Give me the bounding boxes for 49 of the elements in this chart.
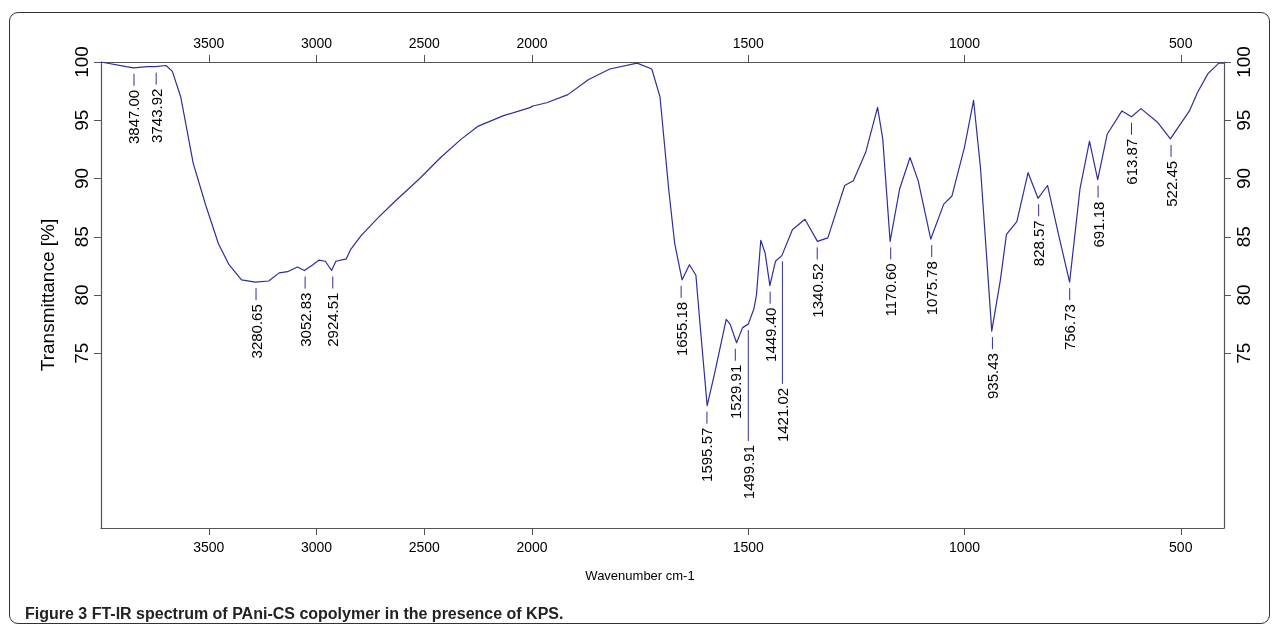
annotation: 1170.60 [882, 263, 900, 317]
x2-tick-label: 500 [1169, 35, 1193, 51]
annotation: 3743.92 [147, 88, 165, 143]
y-tick-label: 75 [1233, 342, 1254, 364]
y-tick-label: 85 [1233, 226, 1254, 248]
x2-tick-label: 3500 [193, 35, 225, 51]
annotation: 756.73 [1061, 304, 1079, 351]
x2-tick-label: 1500 [732, 35, 765, 51]
annotation: 3847.00 [125, 89, 143, 145]
y-axis-title: Transmittance [%] [37, 218, 58, 372]
x2-tick-label: 3000 [300, 35, 333, 51]
annotation: 828.57 [1030, 220, 1048, 267]
x2-tick-label: 2000 [516, 35, 548, 51]
y-tick-label: 95 [1233, 109, 1254, 131]
caption: Figure 3 FT-IR spectrum of PAni-CS copolymer in the presence of KPS. [25, 604, 564, 622]
annotation: 1449.40 [761, 307, 779, 362]
y-tick-label: 100 [71, 46, 92, 78]
x-tick-label: 2000 [516, 539, 548, 555]
annotation: 1075.78 [923, 261, 941, 316]
x-tick-label: 2500 [408, 539, 441, 555]
y-tick-label: 80 [1233, 284, 1254, 306]
annotation: 3052.83 [296, 292, 314, 347]
annotation: 1655.18 [672, 301, 690, 357]
y-tick-label: 95 [71, 109, 92, 131]
annotation: 1499.91 [739, 444, 757, 500]
x-tick-label: 1000 [948, 539, 981, 555]
y-tick-label: 85 [71, 226, 92, 248]
annotation: 613.87 [1123, 138, 1140, 185]
x-tick-label: 3500 [193, 539, 225, 555]
y-tick-label: 80 [71, 284, 92, 306]
x2-tick-label: 1000 [948, 35, 981, 51]
y-tick-label: 75 [71, 342, 92, 364]
annotation: 691.18 [1089, 201, 1107, 248]
x2-tick-label: 2500 [408, 35, 441, 51]
annotation: 935.43 [983, 353, 1001, 400]
x-tick-label: 500 [1169, 539, 1193, 555]
annotation: 1421.02 [773, 387, 791, 443]
x-tick-label: 3000 [300, 539, 333, 555]
y-tick-label: 90 [1233, 167, 1254, 190]
annotation: 2924.51 [324, 292, 342, 347]
x-axis-title: Wavenumber cm-1 [585, 567, 695, 583]
annotation: 1595.57 [698, 427, 716, 482]
x-tick-label: 1500 [732, 539, 765, 555]
y-tick-label: 90 [71, 167, 92, 190]
annotation: 522.45 [1162, 160, 1180, 207]
annotation: 3280.65 [247, 304, 265, 359]
y-tick-label: 100 [1233, 46, 1254, 78]
annotation: 1340.52 [808, 263, 826, 318]
annotation: 1529.91 [726, 364, 744, 419]
